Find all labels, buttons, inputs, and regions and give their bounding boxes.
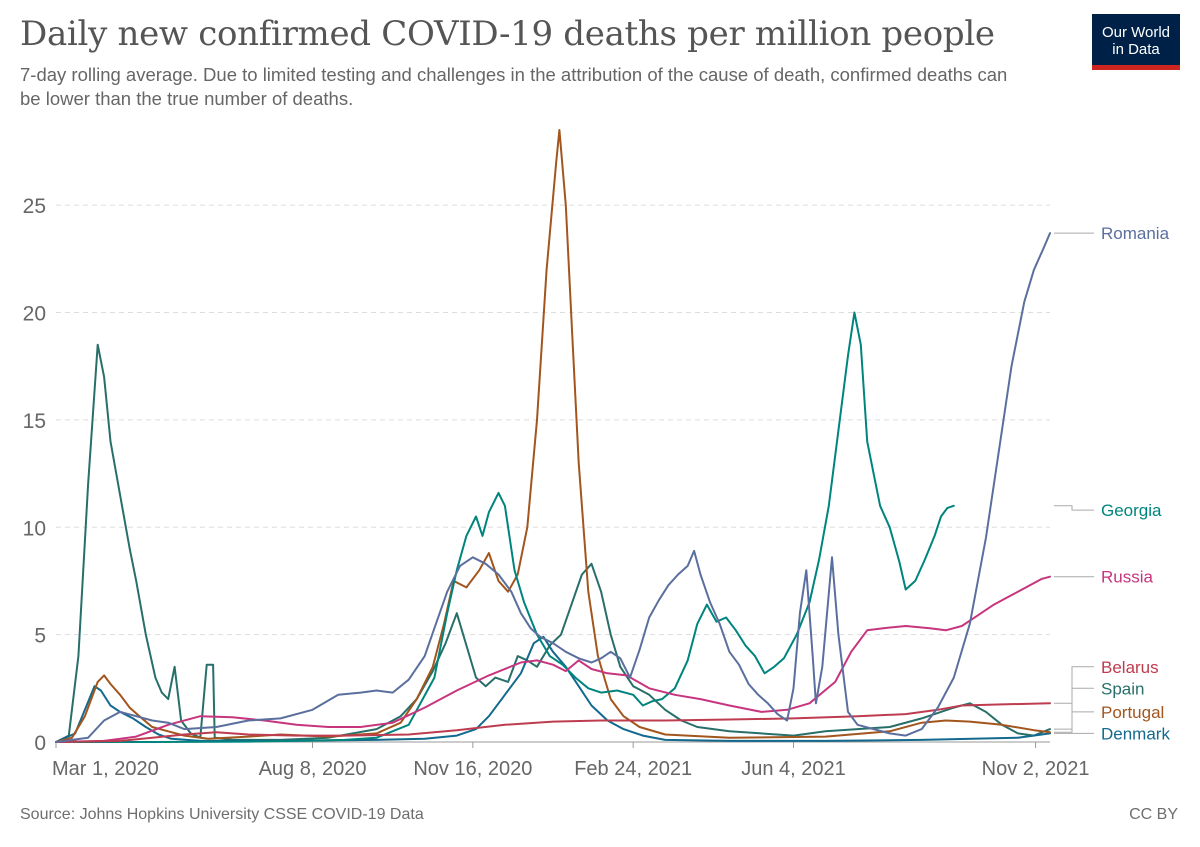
axes: 0 5 10 15 20 25 Mar 1, 2020 Aug 8, 2020 Nov 16, … [23, 195, 1090, 780]
end-label-georgia[interactable]: Georgia [1101, 501, 1162, 520]
y-tick-label: 20 [23, 303, 46, 326]
series-lines [55, 129, 1051, 743]
end-label-belarus[interactable]: Belarus [1101, 658, 1159, 677]
series-line-spain[interactable] [55, 343, 1051, 743]
end-label-portugal[interactable]: Portugal [1101, 703, 1164, 722]
series-line-denmark[interactable] [55, 635, 1051, 743]
x-tick-label: Jun 4, 2021 [741, 758, 846, 780]
y-tick-label: 15 [23, 410, 46, 433]
series-line-belarus[interactable] [55, 702, 1051, 743]
end-label-denmark[interactable]: Denmark [1101, 724, 1170, 743]
y-tick-label: 0 [34, 732, 46, 755]
series-line-portugal[interactable] [55, 129, 1051, 743]
end-label-russia[interactable]: Russia [1101, 568, 1154, 587]
logo-line-1: Our World [1101, 24, 1171, 41]
x-tick-label: Mar 1, 2020 [52, 758, 159, 780]
series-line-georgia[interactable] [55, 311, 955, 743]
end-label-romania[interactable]: Romania [1101, 224, 1170, 243]
series-line-russia[interactable] [55, 575, 1051, 743]
label-connector [1054, 711, 1094, 733]
logo-line-2: in Data [1112, 41, 1160, 58]
y-tick-label: 25 [23, 195, 46, 218]
y-tick-label: 10 [23, 517, 46, 540]
x-tick-label: Aug 8, 2020 [259, 758, 367, 780]
owid-logo[interactable]: Our World in Data [1092, 14, 1180, 70]
label-connector [1054, 687, 1094, 730]
chart-subtitle: 7-day rolling average. Due to limited te… [20, 64, 1008, 109]
x-tick-label: Nov 2, 2021 [982, 758, 1090, 780]
chart-title: Daily new confirmed COVID-19 deaths per … [20, 14, 995, 54]
label-connector [1054, 666, 1094, 704]
end-label-spain[interactable]: Spain [1101, 679, 1144, 698]
source-note: Source: Johns Hopkins University CSSE CO… [20, 806, 424, 823]
x-tick-label: Nov 16, 2020 [413, 758, 532, 780]
label-connector [1054, 505, 1094, 511]
license-link[interactable]: CC BY [1129, 806, 1178, 823]
x-tick-label: Feb 24, 2021 [574, 758, 692, 780]
series-end-labels: Romania Georgia Russia Belarus Spain Portugal… [1054, 224, 1170, 743]
logo-accent-bar [1092, 65, 1180, 70]
y-tick-label: 5 [34, 625, 46, 648]
series-line-romania[interactable] [55, 232, 1051, 743]
